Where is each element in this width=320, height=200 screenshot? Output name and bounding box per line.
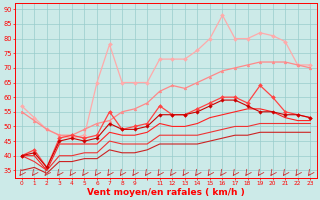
X-axis label: Vent moyen/en rafales ( km/h ): Vent moyen/en rafales ( km/h ) (87, 188, 245, 197)
